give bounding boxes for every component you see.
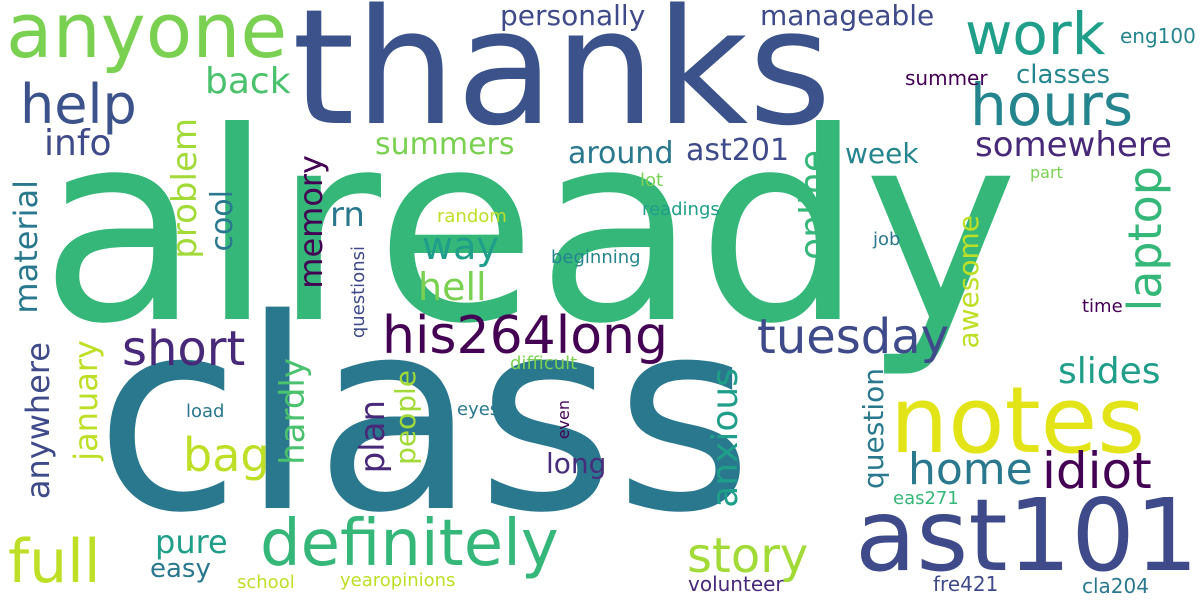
word-help: help (20, 73, 137, 136)
word-memory: memory (292, 155, 330, 289)
word-material: material (7, 180, 45, 314)
word-school: school (237, 572, 295, 593)
word-way: way (422, 224, 499, 268)
word-back: back (205, 61, 291, 102)
word-people: people (389, 370, 422, 465)
word-eng100: eng100 (1120, 24, 1196, 48)
word-ast101: ast101 (855, 477, 1199, 594)
word-cool: cool (205, 190, 240, 252)
word-work: work (965, 0, 1106, 68)
word-yearopinions: yearopinions (340, 570, 456, 591)
word-online: online (793, 150, 834, 260)
word-questionsi: questionsi (348, 246, 369, 339)
word-eas271: eas271 (893, 488, 959, 509)
word-beginning: beginning (551, 247, 641, 268)
word-notes: notes (890, 367, 1146, 474)
word-load: load (186, 401, 225, 422)
word-plan: plan (353, 400, 393, 474)
word-job: job (873, 229, 901, 250)
word-time: time (1082, 296, 1123, 317)
word-story: story (687, 528, 809, 584)
word-ast201: ast201 (686, 133, 790, 168)
word-anywhere: anywhere (19, 342, 57, 500)
word-laptop: laptop (1118, 166, 1172, 312)
word-full: full (8, 527, 101, 597)
word-class: class (95, 263, 753, 571)
word-eyes: eyes (457, 399, 500, 420)
word-definitely: definitely (260, 507, 559, 581)
word-question: question (857, 368, 890, 489)
word-anyone: anyone (6, 0, 288, 75)
word-difficult: difficult (510, 353, 578, 374)
word-summer: summer (905, 66, 988, 90)
word-info: info (44, 123, 112, 164)
word-hardly: hardly (273, 358, 313, 465)
word-week: week (845, 137, 919, 170)
word-even: even (554, 400, 573, 440)
word-problem: problem (165, 118, 205, 259)
word-awesome: awesome (952, 215, 985, 349)
word-classes: classes (1016, 60, 1111, 90)
word-volunteer: volunteer (688, 572, 784, 596)
word-short: short (122, 321, 246, 377)
word-long: long (546, 447, 607, 480)
word-part: part (1030, 163, 1063, 182)
word-january: january (67, 340, 105, 461)
word-around: around (568, 136, 674, 171)
word-his264long: his264long (382, 306, 668, 366)
word-somewhere: somewhere (975, 125, 1172, 165)
word-rn: rn (330, 195, 365, 235)
word-lot: lot (640, 170, 664, 191)
word-idiot: idiot (1042, 442, 1152, 500)
word-already: already (40, 76, 1019, 381)
word-home: home (908, 444, 1033, 495)
word-cla204: cla204 (1082, 574, 1149, 598)
word-easy: easy (150, 554, 211, 584)
word-bag: bag (183, 428, 270, 482)
word-anxious: anxious (705, 368, 746, 508)
word-fre421: fre421 (933, 572, 999, 596)
word-pure: pure (155, 523, 228, 561)
word-random: random (437, 206, 507, 227)
word-slides: slides (1058, 351, 1161, 392)
word-tuesday: tuesday (757, 309, 950, 365)
word-readings: readings (642, 199, 720, 220)
word-thanks: thanks (292, 0, 832, 161)
word-manageable: manageable (760, 0, 935, 32)
word-hours: hours (970, 71, 1134, 139)
word-hell: hell (418, 265, 487, 309)
word-summers: summers (375, 127, 515, 162)
word-personally: personally (500, 0, 646, 32)
